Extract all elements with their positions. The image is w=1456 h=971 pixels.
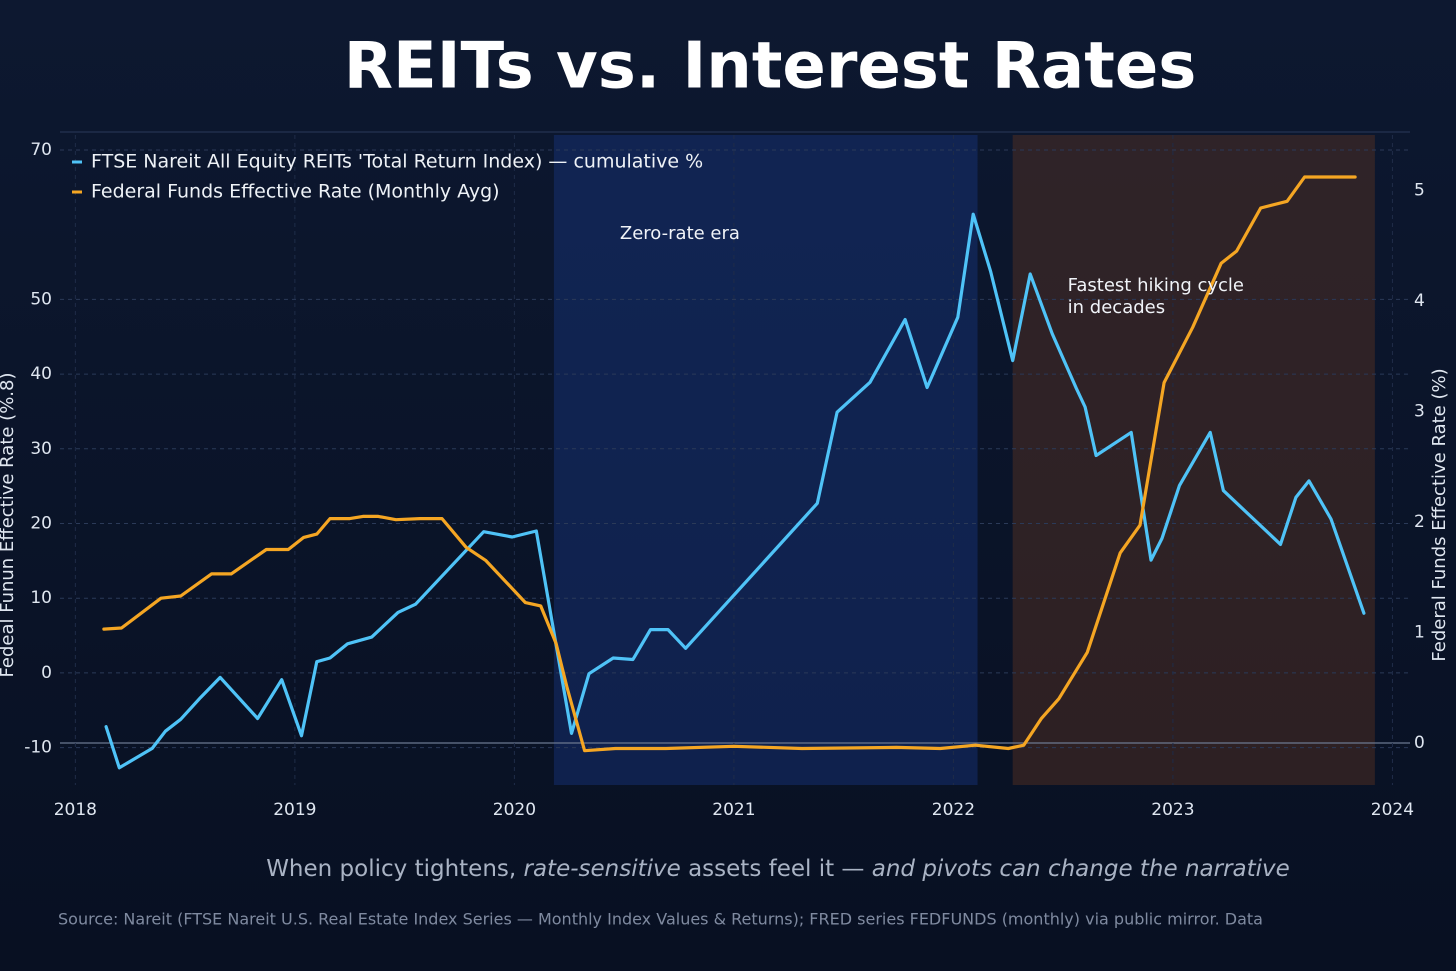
x-tick-label: 2022 [932,800,975,820]
source-note: Source: Nareit (FTSE Nareit U.S. Real Es… [58,910,1263,929]
subtitle-part: rate-sensitive [524,856,681,882]
x-tick-label: 2020 [493,800,536,820]
x-tick-label: 2023 [1151,800,1194,820]
subtitle-part: and pivots can change the narrative [872,856,1290,882]
subtitle-part: assets feel it — [681,856,872,882]
y-tick-label: 50 [30,289,52,309]
y-tick-label: 30 [30,439,52,459]
legend-label: FTSE Nareit All Equity REITs 'Total Retu… [91,151,703,173]
y-tick-label: -10 [24,738,52,758]
x-tick-label: 2018 [54,800,97,820]
subtitle-part: When policy tightens, [266,856,523,882]
y-tick-label: 0 [41,663,52,683]
y2-tick-label: 1 [1414,622,1425,642]
series-line [104,212,1366,770]
y2-tick-label: 0 [1414,733,1425,753]
y2-tick-label: 5 [1414,180,1425,200]
y2-tick-label: 2 [1414,512,1425,532]
y-axis-label: Fedeal Funun Effective Rate (%.8) [0,373,18,678]
shaded-region [553,135,978,785]
x-tick-label: 2021 [712,800,755,820]
subtitle: When policy tightens, rate-sensitive ass… [266,856,1290,882]
legend-label: Federal Funds Effective Rate (Monthly Ay… [91,181,500,203]
y2-axis-label: Federal Funds Effective Rate (%) [1429,368,1450,661]
y-tick-label: 20 [30,514,52,534]
region-label: Zero-rate era [620,223,740,244]
y2-tick-label: 3 [1414,401,1425,421]
y2-tick-label: 4 [1414,291,1425,311]
chart-title: REITs vs. Interest Rates [344,30,1197,104]
x-tick-label: 2019 [273,800,316,820]
y-tick-label: 40 [30,364,52,384]
y-tick-label: 70 [30,140,52,160]
x-tick-label: 2024 [1371,800,1414,820]
series-line [102,175,1357,753]
region-label: Fastest hiking cycle in decades [1068,275,1244,318]
y-tick-label: 10 [30,588,52,608]
